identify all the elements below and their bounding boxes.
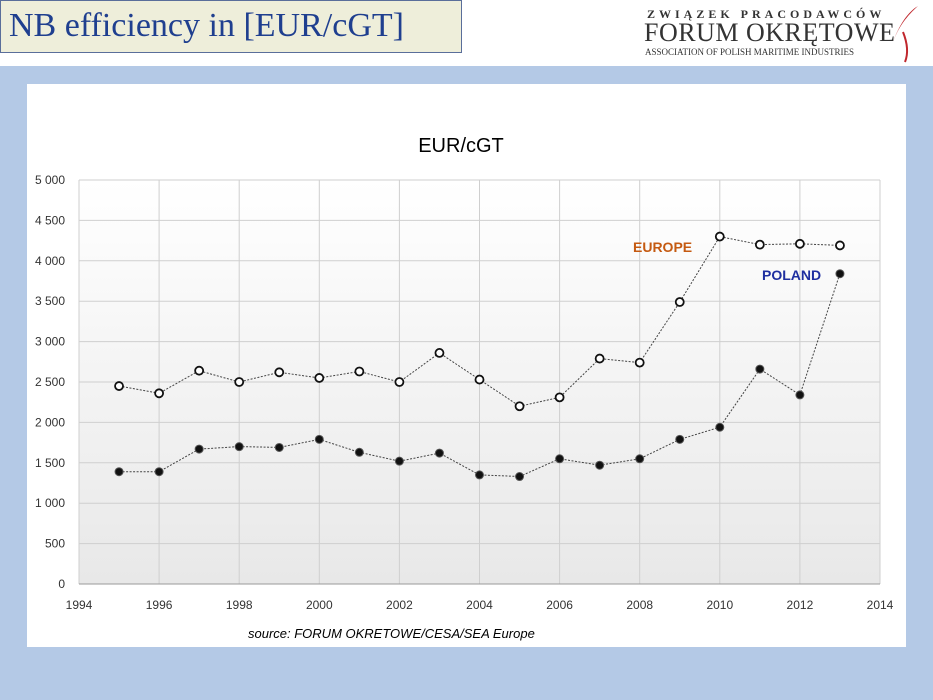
data-point-poland [154, 467, 164, 477]
data-point-poland [234, 442, 244, 452]
data-point-poland [715, 422, 725, 432]
data-point-europe [754, 239, 765, 250]
data-point-poland [194, 444, 204, 454]
x-tick-label: 2010 [706, 598, 733, 612]
data-point-europe [154, 388, 165, 399]
data-point-europe [674, 297, 685, 307]
data-point-poland [795, 390, 805, 400]
data-point-europe [434, 348, 445, 358]
line-chart: 0 500 1 000 1 500 2 000 2 500 3 000 3 500 4 000 4… [35, 135, 894, 612]
data-point-europe [234, 377, 245, 387]
x-tick-label: 2006 [546, 598, 573, 612]
logo-line-2: FORUM OKRĘTOWE [644, 18, 896, 47]
data-point-europe [714, 231, 725, 242]
x-tick-label: 2014 [867, 598, 894, 612]
page-title: NB efficiency in [EUR/cGT] [9, 7, 404, 44]
logo-line-3: ASSOCIATION OF POLISH MARITIME INDUSTRIE… [645, 47, 855, 57]
data-point-poland [595, 460, 605, 470]
data-point-poland [354, 447, 364, 457]
legend-poland: POLAND [762, 267, 821, 283]
x-tick-label: 1994 [66, 598, 93, 612]
y-tick-label: 2 500 [35, 375, 65, 389]
data-point-europe [194, 365, 205, 376]
data-point-poland [755, 364, 765, 374]
x-tick-label: 2004 [466, 598, 493, 612]
title-box: NB efficiency in [EUR/cGT] [0, 0, 462, 53]
y-tick-label: 0 [58, 577, 65, 591]
data-point-poland [475, 470, 484, 480]
logo: ZWIĄZEK PRACODAWCÓW FORUM OKRĘTOWE ASSOC… [633, 0, 933, 66]
data-point-poland [114, 467, 124, 477]
source-note: source: FORUM OKRETOWE/CESA/SEA Europe [248, 626, 535, 641]
logo-swoosh-icon [893, 6, 918, 63]
y-tick-label: 500 [45, 537, 65, 551]
data-point-poland [434, 448, 444, 458]
data-point-poland [555, 454, 565, 464]
legend-europe: EUROPE [633, 239, 692, 255]
x-tick-label: 1998 [226, 598, 253, 612]
y-tick-label: 1 000 [35, 496, 65, 510]
data-point-europe [354, 366, 365, 377]
data-point-europe [274, 367, 285, 378]
x-tick-label: 2002 [386, 598, 413, 612]
y-tick-label: 3 000 [35, 335, 65, 349]
x-tick-label: 2008 [626, 598, 653, 612]
data-point-europe [394, 377, 405, 387]
chart-title: EUR/cGT [418, 135, 504, 157]
y-tick-label: 4 500 [35, 213, 65, 227]
y-tick-label: 3 500 [35, 294, 65, 308]
y-tick-label: 2 000 [35, 415, 65, 429]
data-point-poland [635, 454, 645, 464]
data-point-poland [835, 269, 845, 279]
chart-panel: 0 500 1 000 1 500 2 000 2 500 3 000 3 500 4 000 4… [27, 84, 906, 647]
data-point-europe [835, 240, 845, 251]
data-point-poland [274, 442, 284, 452]
data-point-poland [675, 434, 685, 444]
data-point-europe [554, 392, 565, 403]
x-tick-label: 2012 [787, 598, 814, 612]
data-point-poland [515, 472, 525, 482]
data-point-europe [114, 381, 124, 391]
data-point-europe [514, 401, 525, 412]
data-point-poland [314, 434, 324, 444]
x-tick-label: 1996 [146, 598, 173, 612]
data-point-europe [795, 238, 805, 249]
data-point-poland [394, 456, 404, 466]
y-tick-label: 4 000 [35, 254, 65, 268]
y-tick-label: 5 000 [35, 173, 65, 187]
data-point-europe [474, 374, 485, 385]
x-tick-label: 2000 [306, 598, 333, 612]
y-tick-label: 1 500 [35, 456, 65, 470]
data-point-europe [594, 353, 605, 364]
data-point-europe [634, 357, 645, 368]
logo-line-1: ZWIĄZEK PRACODAWCÓW [647, 7, 886, 21]
data-point-europe [314, 373, 325, 383]
